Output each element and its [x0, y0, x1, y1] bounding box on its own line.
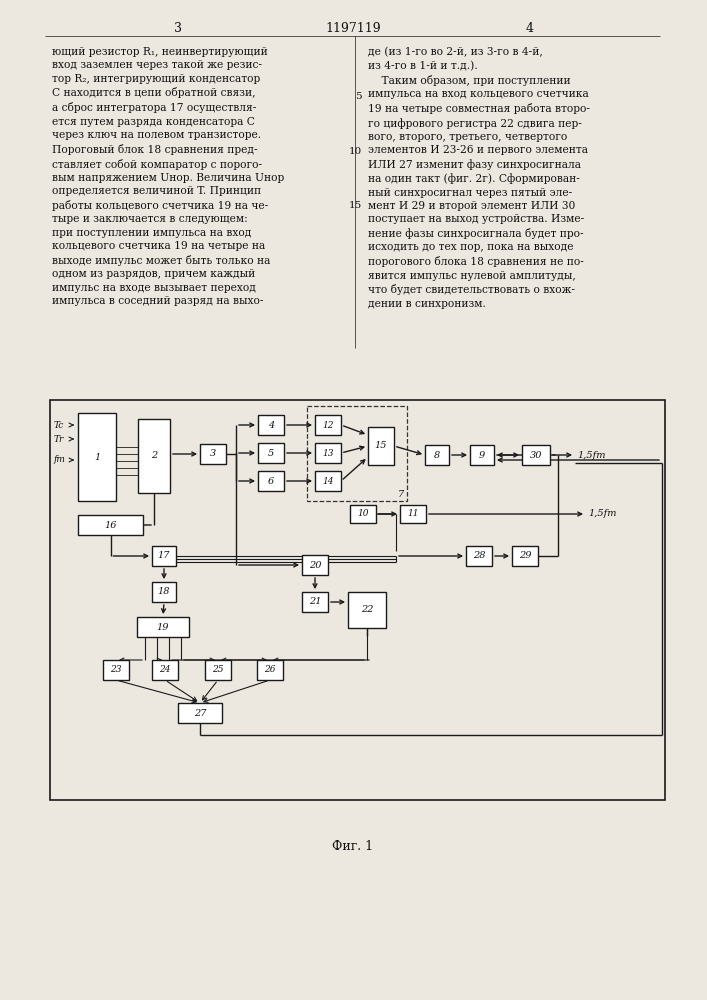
Text: 4: 4: [526, 22, 534, 35]
Text: 25: 25: [212, 666, 223, 674]
Text: 5: 5: [356, 92, 362, 101]
Bar: [258, 443, 284, 463]
Text: ющий резистор R₁, неинвертирующий
вход заземлен через такой же резис-
тор R₂, ин: ющий резистор R₁, неинвертирующий вход з…: [52, 47, 284, 306]
Bar: [315, 443, 341, 463]
Text: 1: 1: [94, 452, 100, 462]
Text: 15: 15: [375, 442, 387, 450]
Bar: [302, 592, 328, 612]
Bar: [257, 660, 283, 680]
Text: 20: 20: [309, 560, 321, 570]
Text: 24: 24: [159, 666, 171, 674]
Text: 10: 10: [349, 147, 362, 156]
Text: Tc: Tc: [54, 420, 64, 430]
Bar: [78, 413, 116, 501]
Text: 12: 12: [322, 420, 334, 430]
Text: 18: 18: [158, 587, 170, 596]
Text: 5: 5: [268, 448, 274, 458]
Text: 30: 30: [530, 450, 542, 460]
Text: 7: 7: [398, 490, 404, 499]
Bar: [302, 555, 328, 575]
Text: 1,5fт: 1,5fт: [588, 510, 617, 518]
Text: 3: 3: [174, 22, 182, 35]
Bar: [152, 546, 176, 566]
Bar: [348, 592, 386, 628]
Bar: [307, 406, 407, 501]
Bar: [103, 660, 129, 680]
Bar: [258, 415, 284, 435]
Text: fт: fт: [54, 456, 66, 464]
Bar: [178, 703, 222, 723]
Bar: [137, 617, 189, 637]
Text: 26: 26: [264, 666, 276, 674]
Text: 28: 28: [473, 552, 485, 560]
Text: 11: 11: [407, 510, 419, 518]
Text: Tr: Tr: [54, 434, 64, 444]
Text: 23: 23: [110, 666, 122, 674]
Bar: [470, 445, 494, 465]
Text: 14: 14: [322, 477, 334, 486]
Bar: [152, 660, 178, 680]
Bar: [152, 582, 176, 602]
Bar: [315, 415, 341, 435]
Bar: [138, 419, 170, 493]
Text: 13: 13: [322, 448, 334, 458]
Text: 1197119: 1197119: [325, 22, 381, 35]
Text: 29: 29: [519, 552, 531, 560]
Text: 2: 2: [151, 452, 157, 460]
Text: 27: 27: [194, 708, 206, 718]
Text: 8: 8: [434, 450, 440, 460]
Text: 9: 9: [479, 450, 485, 460]
Text: 15: 15: [349, 201, 362, 210]
Text: 4: 4: [268, 420, 274, 430]
Bar: [200, 444, 226, 464]
Text: де (из 1-го во 2-й, из 3-го в 4-й,
из 4-го в 1-й и т.д.).
    Таким образом, при: де (из 1-го во 2-й, из 3-го в 4-й, из 4-…: [368, 47, 590, 309]
Bar: [512, 546, 538, 566]
Bar: [425, 445, 449, 465]
Bar: [50, 400, 665, 800]
Bar: [522, 445, 550, 465]
Text: 21: 21: [309, 597, 321, 606]
Text: 17: 17: [158, 552, 170, 560]
Bar: [400, 505, 426, 523]
Bar: [205, 660, 231, 680]
Text: 6: 6: [268, 477, 274, 486]
Text: 10: 10: [357, 510, 369, 518]
Bar: [466, 546, 492, 566]
Text: 22: 22: [361, 605, 373, 614]
Bar: [258, 471, 284, 491]
Text: 16: 16: [104, 520, 117, 530]
Bar: [315, 471, 341, 491]
Bar: [78, 515, 143, 535]
Bar: [350, 505, 376, 523]
Text: 3: 3: [210, 450, 216, 458]
Bar: [368, 427, 394, 465]
Text: Фиг. 1: Фиг. 1: [332, 840, 373, 853]
Text: 1,5fт: 1,5fт: [577, 450, 605, 460]
Text: 19: 19: [157, 622, 169, 632]
